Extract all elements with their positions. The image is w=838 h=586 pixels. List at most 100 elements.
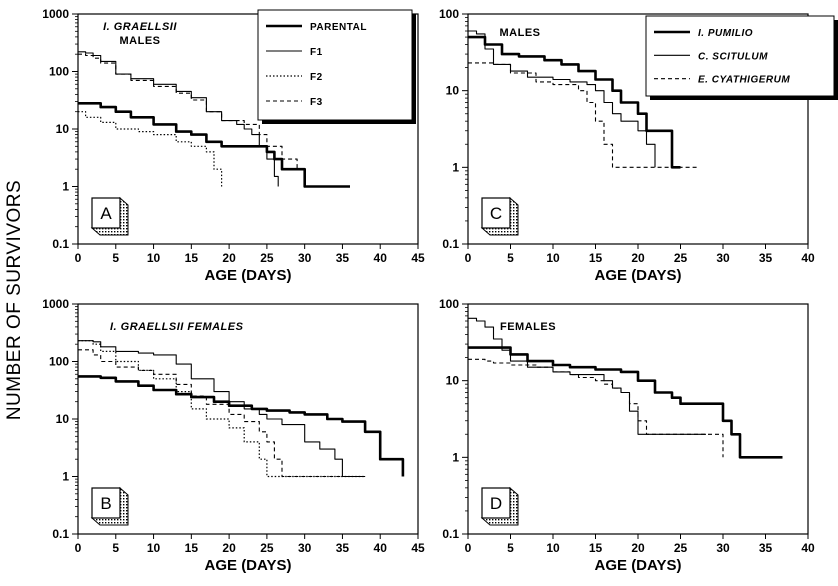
x-tick-label-c: 20 [631, 251, 645, 265]
legend-label-e-cyathigerum: E. CYATHIGERUM [698, 75, 790, 86]
legend-box-a [257, 9, 413, 121]
plot-frame-b [77, 303, 419, 535]
x-tick-label-b: 5 [112, 541, 119, 555]
x-tick-label-b: 45 [411, 541, 425, 555]
panel-letter-b: B [100, 494, 111, 513]
x-tick-label-a: 15 [185, 251, 199, 265]
legend-box-c [645, 15, 835, 97]
x-tick-label-d: 5 [507, 541, 514, 555]
x-tick-label-b: 0 [75, 541, 82, 555]
series-line-f2-b [78, 340, 366, 478]
y-tick-label-b: 0.1 [52, 527, 69, 541]
x-tick-label-a: 30 [298, 251, 312, 265]
panel-letter-badge-a: A [90, 196, 129, 236]
legend-a: PARENTAL F1 F2 F3 [257, 9, 416, 124]
legend-c: I. PUMILIO C. SCITULUM E. CYATHIGERUM [645, 15, 838, 100]
legend-label-c-scitulum: C. SCITULUM [698, 51, 768, 62]
panel-title-c: MALES [500, 27, 541, 39]
panel-title-a: MALES [120, 35, 161, 47]
badge-face-d [481, 487, 511, 519]
x-axis-label-b: AGE (DAYS) [205, 557, 292, 574]
y-tick-label-c: 1 [452, 160, 459, 174]
series-line-i-pumilio-d [468, 346, 783, 459]
y-tick-label-a: 10 [56, 122, 70, 136]
y-tick-label-b: 10 [56, 412, 70, 426]
panel-letter-a: A [100, 204, 112, 223]
panel-letter-badge-c: C [480, 196, 519, 236]
panel-letter-c: C [490, 204, 502, 223]
series-line-parental-a [78, 102, 350, 188]
x-tick-label-d: 25 [674, 541, 688, 555]
panel-letter-badge-d: D [480, 486, 519, 526]
x-tick-label-c: 15 [589, 251, 603, 265]
y-tick-label-c: 100 [439, 7, 459, 21]
badge-face-c [481, 197, 511, 229]
panel-c: 0 5 10 15 20 25 30 35 40 0.1 1 10 100 AGE (DAYS) MALES… [439, 7, 838, 284]
panel-d: 0 5 10 15 20 25 30 35 40 0.1 1 10 100 AGE (DAYS) FEMAL… [439, 297, 815, 574]
x-axis-label-d: AGE (DAYS) [595, 557, 682, 574]
x-tick-label-d: 0 [465, 541, 472, 555]
legend-label-f2: F2 [310, 72, 323, 83]
legend-label-f1: F1 [310, 47, 323, 58]
x-axis-label-a: AGE (DAYS) [205, 267, 292, 284]
x-tick-label-d: 40 [801, 541, 815, 555]
series-line-f3-a [78, 53, 306, 187]
y-tick-label-d: 100 [439, 297, 459, 311]
y-tick-label-c: 10 [446, 84, 460, 98]
x-tick-label-a: 10 [147, 251, 161, 265]
x-tick-label-b: 25 [260, 541, 274, 555]
x-tick-label-d: 30 [716, 541, 730, 555]
x-tick-label-d: 20 [631, 541, 645, 555]
legend-label-parental: PARENTAL [310, 22, 367, 33]
x-tick-label-d: 10 [546, 541, 560, 555]
y-tick-label-c: 0.1 [442, 237, 459, 251]
x-tick-label-b: 30 [298, 541, 312, 555]
series-line-e-cyathigerum-d [468, 358, 724, 458]
x-tick-label-a: 45 [411, 251, 425, 265]
x-tick-label-c: 10 [546, 251, 560, 265]
panel-letter-d: D [490, 494, 502, 513]
y-tick-label-d: 1 [452, 450, 459, 464]
y-tick-label-a: 0.1 [52, 237, 69, 251]
x-tick-label-b: 15 [185, 541, 199, 555]
series-line-f3-b [78, 349, 366, 478]
y-tick-label-b: 100 [49, 355, 69, 369]
x-tick-label-a: 40 [374, 251, 388, 265]
series-line-parental-b [78, 375, 405, 477]
panel-a: 0 5 10 15 20 25 30 35 40 45 0.1 1 10 100 1000 AGE (DAYS… [42, 7, 425, 284]
series-line-c-scitulum-c [468, 30, 656, 168]
y-tick-label-d: 0.1 [442, 527, 459, 541]
x-tick-label-a: 35 [336, 251, 350, 265]
x-tick-label-c: 25 [674, 251, 688, 265]
panel-b: 0 5 10 15 20 25 30 35 40 45 0.1 1 10 100 1000 AGE (DAYS… [42, 297, 425, 574]
x-tick-label-b: 40 [374, 541, 388, 555]
y-tick-label-b: 1 [62, 470, 69, 484]
panel-title-a: I. GRAELLSII [103, 21, 177, 33]
panel-title-b: I. GRAELLSII FEMALES [110, 321, 244, 333]
y-tick-label-d: 10 [446, 374, 460, 388]
legend-label-i-pumilio: I. PUMILIO [698, 28, 753, 39]
series-line-c-scitulum-d [468, 317, 706, 435]
x-tick-label-a: 25 [260, 251, 274, 265]
panel-letter-badge-b: B [90, 486, 129, 526]
legend-label-f3: F3 [310, 97, 323, 108]
badge-face-b [91, 487, 121, 519]
series-line-f1-a [78, 51, 279, 187]
x-tick-label-a: 5 [112, 251, 119, 265]
x-tick-label-b: 20 [222, 541, 236, 555]
x-axis-label-c: AGE (DAYS) [595, 267, 682, 284]
x-tick-label-b: 35 [336, 541, 350, 555]
y-tick-label-b: 1000 [42, 297, 69, 311]
x-tick-label-c: 40 [801, 251, 815, 265]
x-tick-label-d: 15 [589, 541, 603, 555]
x-tick-label-a: 20 [222, 251, 236, 265]
series-line-f1-b [78, 340, 366, 478]
figure-y-axis-label: NUMBER OF SURVIVORS [4, 180, 25, 420]
panel-title-d: FEMALES [500, 321, 556, 333]
x-tick-label-a: 0 [75, 251, 82, 265]
x-tick-label-c: 30 [716, 251, 730, 265]
series-line-i-pumilio-c [468, 35, 681, 169]
y-tick-label-a: 1 [62, 180, 69, 194]
series-line-e-cyathigerum-c [468, 62, 698, 168]
